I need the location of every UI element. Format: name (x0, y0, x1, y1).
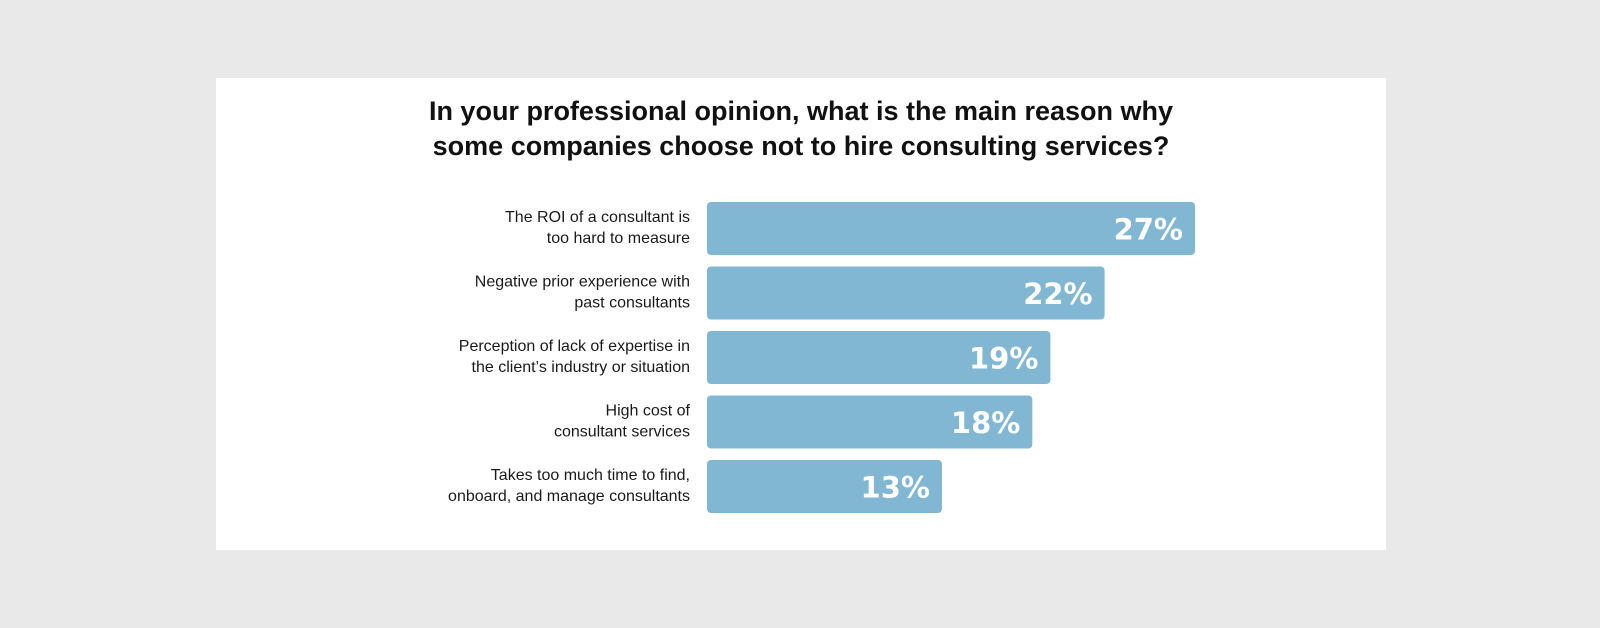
bar-1 (707, 202, 1195, 255)
category-label-2-line-1: Negative prior experience with (475, 274, 690, 291)
bar-value-label-1: 27% (1114, 213, 1183, 247)
bar-3 (707, 331, 1051, 384)
bar-4 (707, 395, 1033, 449)
bar-chart: 27% The ROI of a consultant is too hard to… (448, 202, 1195, 513)
bar-value-label-4: 18% (951, 406, 1020, 440)
category-label-5: Takes too much time to find, onboard, and… (448, 467, 690, 505)
category-label-1-line-1: The ROI of a consultant is (505, 209, 690, 226)
category-label-4-line-2: consultant services (554, 424, 690, 441)
bar-value-label-2: 22% (1023, 277, 1092, 311)
category-label-2-line-2: past consultants (574, 295, 690, 312)
category-label-3-line-2: the client’s industry or situation (472, 359, 690, 376)
bar-5 (707, 460, 942, 513)
category-label-5-line-2: onboard, and manage consultants (448, 488, 690, 505)
category-label-1: The ROI of a consultant is too hard to me… (505, 209, 690, 247)
category-label-5-line-1: Takes too much time to find, (491, 467, 690, 484)
category-label-2: Negative prior experience with past consu… (475, 274, 690, 312)
category-label-3: Perception of lack of expertise in the cl… (459, 338, 690, 376)
chart-title: In your professional opinion, what is th… (216, 94, 1386, 164)
chart-title-line-2: some companies choose not to hire consul… (432, 131, 1170, 161)
category-label-4: High cost of consultant services (554, 403, 691, 441)
category-label-3-line-1: Perception of lack of expertise in (459, 338, 690, 355)
bar-value-label-5: 13% (861, 471, 930, 505)
bar-2 (707, 266, 1105, 320)
category-label-1-line-2: too hard to measure (547, 230, 690, 247)
chart-title-line-1: In your professional opinion, what is th… (428, 96, 1174, 126)
bar-value-label-3: 19% (969, 342, 1038, 376)
category-label-4-line-1: High cost of (606, 403, 691, 420)
chart-card: In your professional opinion, what is th… (216, 78, 1386, 550)
